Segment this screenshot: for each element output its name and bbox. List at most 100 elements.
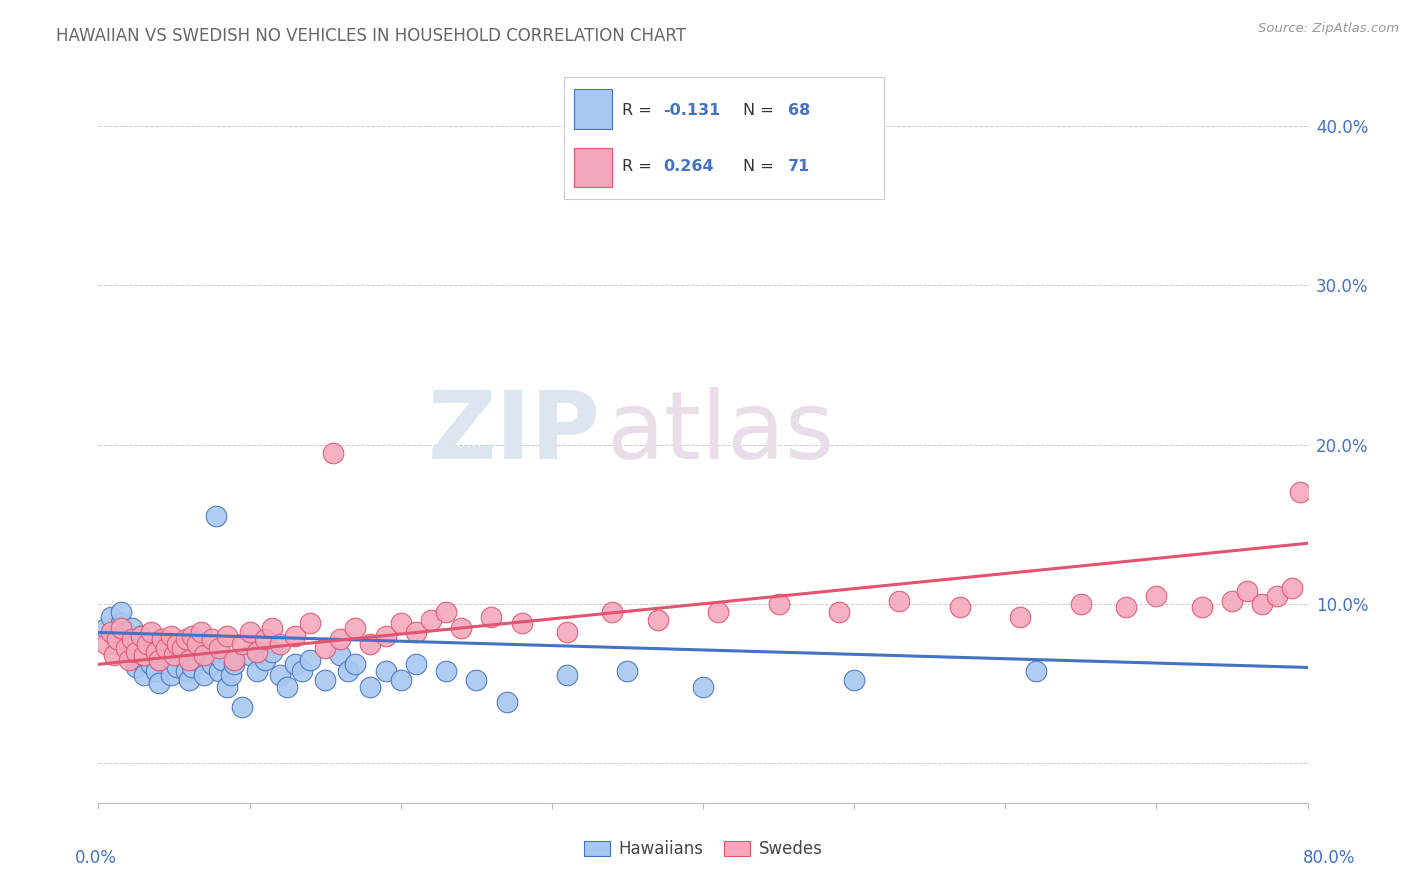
Point	[208, 664, 231, 678]
Point	[94, 637, 117, 651]
Point	[105, 637, 128, 651]
Point	[125, 644, 148, 658]
Point	[160, 629, 183, 643]
Point	[434, 605, 457, 619]
Point	[121, 621, 143, 635]
Point	[434, 664, 457, 678]
Point	[284, 629, 307, 643]
Point	[201, 632, 224, 646]
Point	[105, 632, 128, 646]
Point	[616, 664, 638, 678]
Point	[329, 648, 352, 662]
Point	[110, 615, 132, 630]
Point	[163, 648, 186, 662]
Point	[132, 668, 155, 682]
Point	[135, 637, 157, 651]
Point	[291, 664, 314, 678]
Text: 0.0%: 0.0%	[75, 849, 117, 867]
Point	[148, 676, 170, 690]
Point	[215, 629, 238, 643]
Point	[481, 609, 503, 624]
Point	[211, 652, 233, 666]
Point	[110, 621, 132, 635]
Point	[692, 680, 714, 694]
Point	[132, 648, 155, 662]
Point	[405, 657, 427, 672]
Point	[100, 609, 122, 624]
Point	[231, 700, 253, 714]
Point	[889, 593, 911, 607]
Point	[374, 629, 396, 643]
Point	[262, 644, 284, 658]
Point	[1010, 609, 1032, 624]
Point	[118, 632, 141, 646]
Point	[1191, 599, 1213, 614]
Point	[145, 644, 167, 658]
Point	[121, 632, 143, 646]
Point	[195, 648, 218, 662]
Point	[145, 664, 167, 678]
Point	[190, 644, 212, 658]
Point	[94, 621, 117, 635]
Point	[465, 673, 488, 688]
Point	[114, 641, 136, 656]
Point	[299, 615, 322, 630]
Point	[360, 637, 382, 651]
Point	[103, 629, 125, 643]
Text: 80.0%: 80.0%	[1302, 849, 1355, 867]
Point	[246, 644, 269, 658]
Point	[1289, 485, 1312, 500]
Point	[314, 641, 336, 656]
Point	[141, 625, 163, 640]
Text: HAWAIIAN VS SWEDISH NO VEHICLES IN HOUSEHOLD CORRELATION CHART: HAWAIIAN VS SWEDISH NO VEHICLES IN HOUSE…	[56, 27, 686, 45]
Point	[174, 632, 197, 646]
Point	[224, 652, 246, 666]
Point	[166, 660, 188, 674]
Point	[224, 657, 246, 672]
Point	[141, 657, 163, 672]
Legend: Hawaiians, Swedes: Hawaiians, Swedes	[576, 833, 830, 865]
Point	[141, 644, 163, 658]
Point	[322, 445, 344, 459]
Point	[155, 641, 177, 656]
Point	[239, 625, 262, 640]
Point	[1251, 597, 1274, 611]
Point	[166, 637, 188, 651]
Point	[336, 664, 359, 678]
Point	[239, 648, 262, 662]
Point	[125, 660, 148, 674]
Point	[329, 632, 352, 646]
Point	[170, 644, 193, 658]
Point	[1115, 599, 1137, 614]
Point	[844, 673, 866, 688]
Point	[360, 680, 382, 694]
Point	[374, 664, 396, 678]
Point	[193, 668, 215, 682]
Text: Source: ZipAtlas.com: Source: ZipAtlas.com	[1258, 22, 1399, 36]
Point	[118, 644, 141, 658]
Point	[262, 621, 284, 635]
Point	[284, 657, 307, 672]
Point	[1070, 597, 1092, 611]
Point	[1281, 581, 1303, 595]
Point	[389, 615, 412, 630]
Point	[114, 625, 136, 640]
Point	[160, 668, 183, 682]
Point	[344, 621, 367, 635]
Point	[246, 664, 269, 678]
Point	[129, 652, 152, 666]
Point	[174, 664, 197, 678]
Point	[269, 637, 291, 651]
Point	[215, 680, 238, 694]
Point	[129, 629, 152, 643]
Point	[205, 509, 228, 524]
Point	[201, 657, 224, 672]
Point	[602, 605, 624, 619]
Point	[389, 673, 412, 688]
Point	[707, 605, 730, 619]
Point	[148, 652, 170, 666]
Point	[118, 652, 141, 666]
Point	[495, 696, 517, 710]
Point	[186, 652, 208, 666]
Point	[555, 668, 578, 682]
